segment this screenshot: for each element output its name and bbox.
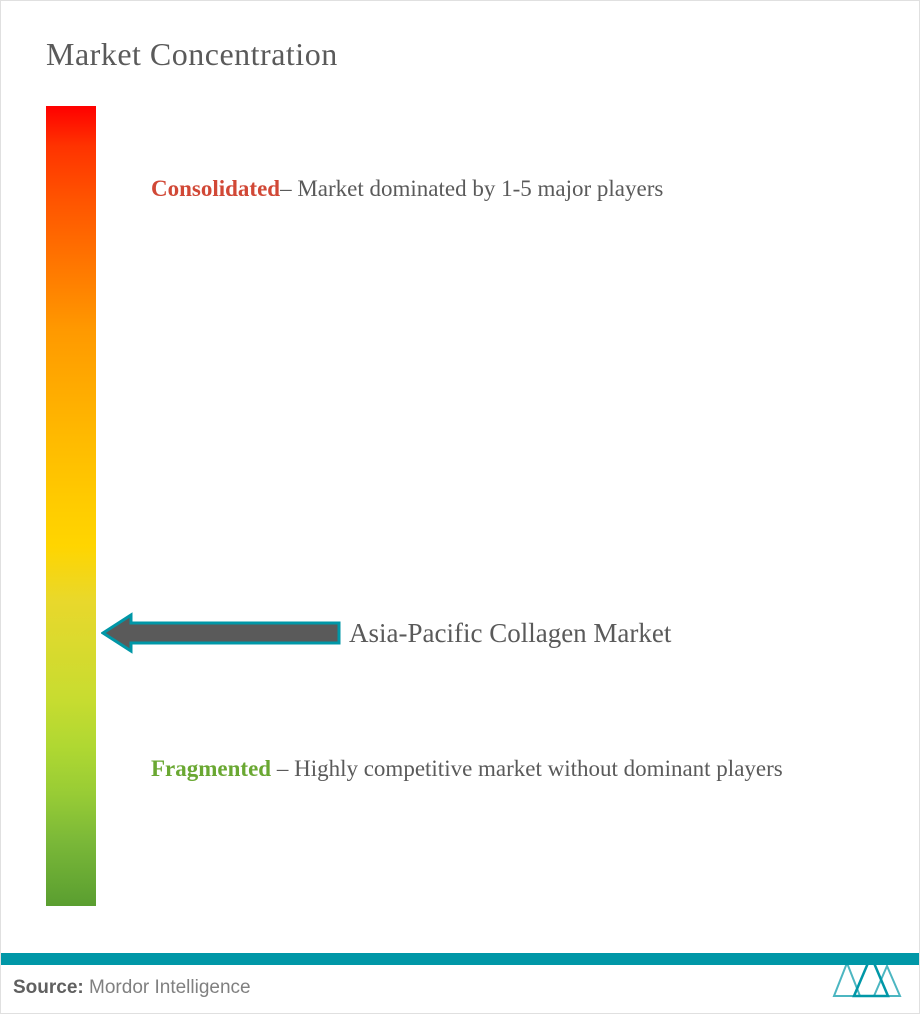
footer-accent-bar (1, 953, 919, 965)
pointer-arrow-icon (101, 611, 341, 655)
consolidated-description: – Market dominated by 1-5 major players (280, 176, 663, 201)
fragmented-annotation: Fragmented – Highly competitive market w… (151, 746, 783, 792)
market-name-label: Asia-Pacific Collagen Market (349, 618, 671, 649)
source-name: Mordor Intelligence (84, 977, 251, 998)
chart-container: Market Concentration Consolidated– Marke… (0, 0, 920, 1014)
source-attribution: Source: Mordor Intelligence (13, 977, 251, 999)
fragmented-label-word: Fragmented (151, 756, 271, 781)
fragmented-description: – Highly competitive market without domi… (271, 756, 783, 781)
chart-title: Market Concentration (46, 36, 338, 73)
consolidated-label-word: Consolidated (151, 176, 280, 201)
concentration-gradient-bar (46, 106, 96, 906)
consolidated-annotation: Consolidated– Market dominated by 1-5 ma… (151, 171, 663, 208)
source-label: Source: (13, 977, 84, 998)
brand-logo-icon (829, 951, 904, 1003)
market-position-pointer: Asia-Pacific Collagen Market (101, 611, 671, 655)
